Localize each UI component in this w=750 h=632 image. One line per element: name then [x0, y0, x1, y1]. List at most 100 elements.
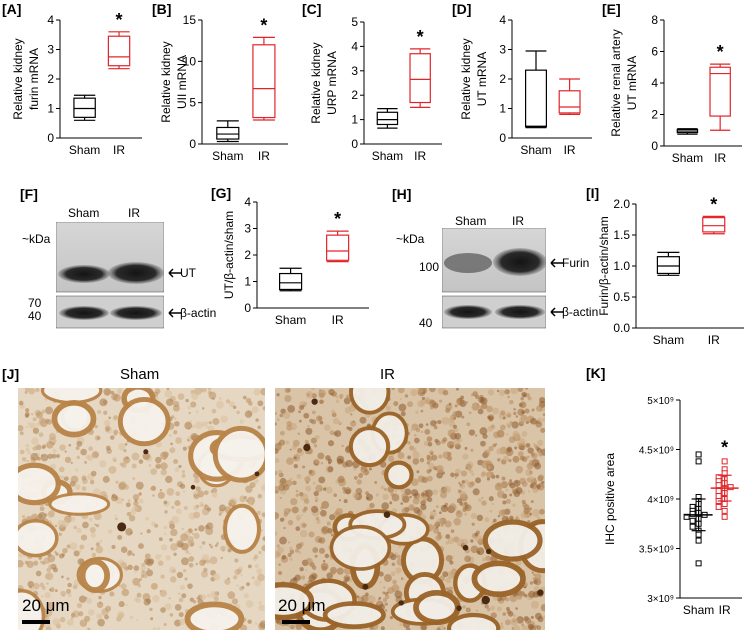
- tissue-speckle: [394, 489, 398, 493]
- tissue-speckle: [159, 554, 162, 558]
- tissue-speckle: [102, 475, 110, 483]
- tissue-speckle: [472, 488, 480, 496]
- tissue-speckle: [144, 553, 151, 560]
- tissue-speckle: [531, 509, 540, 517]
- tissue-speckle: [439, 489, 443, 493]
- tissue-speckle: [35, 411, 43, 419]
- tissue-speckle: [69, 542, 78, 551]
- tissue-speckle: [343, 499, 348, 504]
- tissue-speckle: [341, 444, 344, 448]
- tissue-speckle: [138, 498, 144, 504]
- tissue-speckle: [165, 398, 174, 406]
- tissue-speckle: [459, 483, 466, 489]
- tissue-speckle: [527, 490, 531, 493]
- tissue-speckle: [440, 491, 447, 499]
- tissue-speckle: [486, 477, 490, 481]
- tissue-speckle: [185, 398, 189, 403]
- tissue-speckle: [67, 582, 72, 588]
- tissue-speckle: [47, 601, 55, 609]
- tissue-speckle: [199, 501, 205, 507]
- tissue-speckle: [198, 525, 205, 532]
- tissue-speckle: [276, 393, 280, 397]
- tissue-speckle: [295, 493, 299, 497]
- data-point: [689, 517, 696, 524]
- tissue-speckle: [430, 420, 437, 427]
- tissue-speckle: [289, 549, 295, 555]
- tissue-speckle: [413, 437, 418, 442]
- tissue-speckle: [142, 452, 151, 461]
- tissue-speckle: [234, 558, 239, 563]
- tissue-speckle: [98, 595, 102, 600]
- tissue-speckle: [116, 388, 123, 394]
- tissue-speckle: [52, 618, 61, 626]
- tubule: [48, 492, 111, 516]
- tissue-speckle: [174, 467, 180, 473]
- tissue-speckle: [169, 447, 176, 454]
- tissue-speckle: [42, 444, 47, 448]
- tissue-speckle: [30, 452, 39, 461]
- tissue-speckle: [195, 562, 198, 566]
- box-body: [326, 234, 350, 261]
- box-body: [709, 66, 731, 117]
- tissue-speckle: [278, 469, 283, 474]
- tissue-speckle: [181, 527, 184, 531]
- y-tick-label-B-1: 5: [189, 96, 196, 110]
- panel-label-K: [K]: [586, 365, 605, 381]
- blot-H-lane-ir: IR: [512, 214, 524, 228]
- tissue-speckle: [417, 388, 425, 393]
- tissue-speckle: [205, 559, 210, 564]
- tissue-speckle: [452, 424, 457, 429]
- tissue-speckle: [120, 583, 127, 590]
- tissue-speckle: [256, 510, 261, 516]
- tissue-speckle: [275, 443, 282, 451]
- tissue-speckle: [211, 408, 217, 414]
- tissue-speckle: [459, 490, 467, 498]
- tissue-speckle: [145, 516, 150, 521]
- tissue-speckle: [453, 517, 461, 526]
- tissue-speckle: [294, 574, 301, 581]
- tissue-speckle: [353, 476, 358, 480]
- tissue-speckle: [125, 603, 128, 607]
- tissue-speckle: [391, 388, 395, 390]
- tissue-speckle: [110, 390, 115, 395]
- tissue-speckle: [208, 421, 212, 425]
- tissue-speckle: [262, 536, 265, 542]
- tissue-speckle: [173, 459, 179, 464]
- tissue-speckle: [278, 571, 283, 575]
- tissue-speckle: [185, 550, 189, 554]
- tissue-speckle: [292, 439, 300, 447]
- tissue-speckle: [40, 453, 49, 462]
- tissue-speckle: [169, 613, 174, 617]
- scalebar-sham: [22, 620, 50, 624]
- tissue-speckle: [426, 469, 431, 474]
- tissue-speckle: [401, 507, 409, 515]
- tissue-speckle: [103, 410, 108, 415]
- tissue-speckle: [131, 463, 137, 469]
- tissue-speckle: [146, 529, 151, 534]
- significance-star-E: *: [717, 42, 724, 62]
- blot-H-lane-sham: Sham: [455, 214, 487, 228]
- y-axis-label-D-line1: Relative kidney: [459, 38, 473, 119]
- tissue-speckle: [275, 550, 281, 559]
- tissue-speckle: [521, 481, 528, 487]
- tissue-speckle: [228, 499, 236, 508]
- tissue-speckle: [356, 479, 362, 485]
- tissue-speckle: [435, 505, 439, 509]
- tissue-speckle: [318, 547, 326, 554]
- tissue-speckle: [492, 407, 499, 415]
- box-A-sham: [73, 94, 96, 121]
- panel-label-A: [A]: [2, 1, 21, 17]
- tissue-speckle: [483, 449, 491, 457]
- tissue-speckle: [251, 576, 255, 580]
- tissue-speckle: [539, 486, 544, 491]
- tissue-speckle: [47, 453, 53, 460]
- tissue-speckle: [150, 617, 154, 621]
- tissue-speckle: [66, 577, 70, 581]
- box-plot-C: [C] 0 1 2 3 4 5 Relative kidney URP mRNA Sham IR *: [302, 1, 442, 163]
- tissue-speckle: [173, 401, 180, 408]
- tissue-speckle: [356, 595, 360, 599]
- tissue-speckle: [244, 410, 253, 418]
- tissue-speckle: [157, 560, 164, 566]
- tissue-speckle: [488, 446, 494, 452]
- tissue-speckle: [129, 615, 134, 620]
